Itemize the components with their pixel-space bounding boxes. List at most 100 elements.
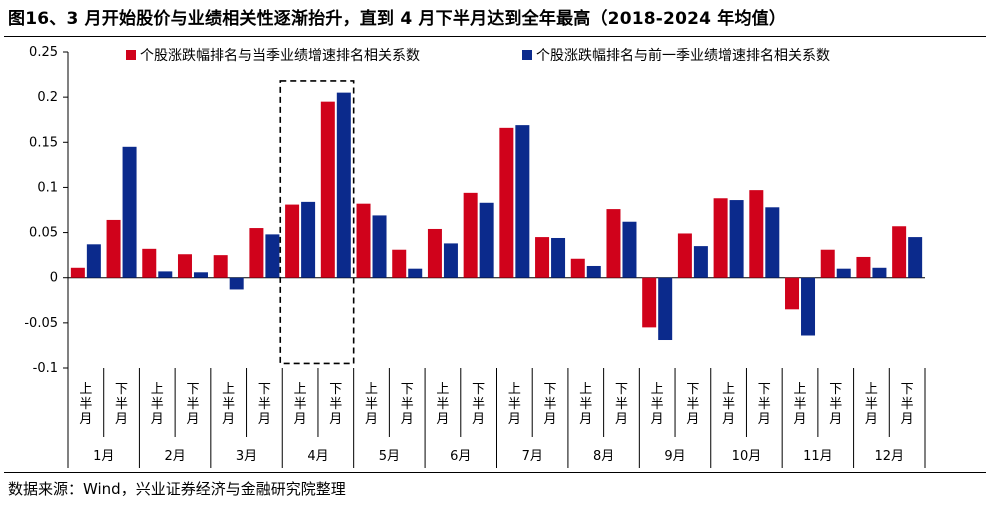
legend-swatch-1 (126, 50, 136, 60)
legend-swatch-2 (522, 50, 532, 60)
y-tick-label: -0.1 (33, 361, 58, 376)
half-month-label: 月 (222, 412, 235, 427)
bar-2 (372, 215, 387, 278)
month-label: 2月 (164, 449, 185, 464)
half-month-label: 月 (865, 412, 878, 427)
bar-2 (301, 201, 316, 278)
half-month-label: 下 (829, 382, 842, 397)
half-month-label: 月 (151, 412, 164, 427)
month-label: 11月 (803, 449, 833, 464)
bar-2 (193, 272, 208, 278)
bar-1 (642, 277, 657, 328)
chart-title: 图16、3 月开始股价与业绩相关性逐渐抬升，直到 4 月下半月达到全年最高（20… (8, 9, 787, 29)
half-month-label: 月 (722, 412, 735, 427)
month-label: 3月 (236, 449, 257, 464)
bar-2 (693, 246, 708, 278)
bar-1 (713, 198, 728, 278)
bar-2 (158, 271, 173, 278)
legend-label-1: 个股涨跌幅排名与当季业绩增速排名相关系数 (140, 48, 420, 64)
half-month-label: 月 (258, 412, 271, 427)
half-month-label: 下 (544, 382, 557, 397)
legend-label-2: 个股涨跌幅排名与前一季业绩增速排名相关系数 (536, 47, 830, 64)
half-month-label: 下 (686, 382, 699, 397)
bar-2 (836, 268, 851, 278)
month-label: 8月 (593, 449, 614, 464)
bar-1 (249, 228, 264, 278)
bar-2 (515, 125, 530, 278)
half-month-label: 半 (615, 397, 628, 412)
half-month-label: 下 (186, 382, 199, 397)
y-tick-label: 0.15 (29, 135, 58, 150)
bar-1 (356, 203, 371, 278)
bar-1 (749, 190, 764, 278)
bar-1 (285, 204, 300, 278)
half-month-label: 上 (794, 382, 807, 397)
bar-1 (606, 209, 621, 278)
bar-2 (872, 267, 887, 278)
half-month-label: 半 (472, 397, 485, 412)
bar-1 (70, 267, 85, 278)
half-month-label: 月 (794, 412, 807, 427)
month-label: 7月 (522, 449, 543, 464)
half-month-label: 半 (686, 397, 699, 412)
half-month-label: 下 (472, 382, 485, 397)
footer-divider (4, 472, 986, 473)
half-month-label: 月 (79, 412, 92, 427)
half-month-label: 上 (579, 382, 592, 397)
bar-1 (892, 226, 907, 278)
half-month-label: 半 (579, 397, 592, 412)
bar-2 (658, 277, 673, 341)
bar-1 (392, 249, 407, 278)
bar-1 (213, 255, 228, 278)
bar-2 (229, 277, 244, 290)
half-month-label: 月 (436, 412, 449, 427)
half-month-label: 月 (472, 412, 485, 427)
half-month-label: 半 (436, 397, 449, 412)
half-month-label: 下 (329, 382, 342, 397)
bar-1 (677, 233, 692, 278)
y-tick-label: -0.05 (24, 316, 58, 331)
half-month-label: 上 (722, 382, 735, 397)
half-month-label: 半 (758, 397, 771, 412)
bar-1 (106, 219, 121, 278)
month-label: 1月 (93, 449, 114, 464)
half-month-label: 上 (222, 382, 235, 397)
bar-2 (729, 200, 744, 278)
half-month-label: 下 (115, 382, 128, 397)
half-month-label: 下 (258, 382, 271, 397)
half-month-label: 半 (901, 397, 914, 412)
half-month-label: 下 (615, 382, 628, 397)
half-month-label: 月 (329, 412, 342, 427)
bar-1 (463, 192, 478, 278)
half-month-label: 半 (651, 397, 664, 412)
bar-2 (765, 207, 780, 278)
month-label: 4月 (307, 449, 328, 464)
month-label: 5月 (379, 449, 400, 464)
bar-1 (320, 101, 335, 278)
half-month-label: 半 (865, 397, 878, 412)
bar-1 (856, 256, 871, 278)
half-month-label: 月 (186, 412, 199, 427)
y-tick-label: 0.2 (37, 90, 58, 105)
half-month-label: 月 (365, 412, 378, 427)
bar-2 (408, 268, 423, 278)
half-month-label: 月 (686, 412, 699, 427)
half-month-label: 上 (151, 382, 164, 397)
half-month-label: 半 (329, 397, 342, 412)
half-month-label: 半 (186, 397, 199, 412)
half-month-label: 半 (365, 397, 378, 412)
bar-2 (586, 265, 601, 278)
half-month-label: 月 (115, 412, 128, 427)
half-month-label: 上 (365, 382, 378, 397)
half-month-label: 半 (544, 397, 557, 412)
half-month-label: 下 (401, 382, 414, 397)
half-month-label: 月 (544, 412, 557, 427)
half-month-label: 上 (865, 382, 878, 397)
half-month-label: 上 (651, 382, 664, 397)
source-note: 数据来源：Wind，兴业证券经济与金融研究院整理 (8, 480, 346, 498)
half-month-label: 半 (222, 397, 235, 412)
half-month-label: 半 (151, 397, 164, 412)
half-month-label: 半 (794, 397, 807, 412)
half-month-label: 半 (294, 397, 307, 412)
half-month-label: 月 (579, 412, 592, 427)
